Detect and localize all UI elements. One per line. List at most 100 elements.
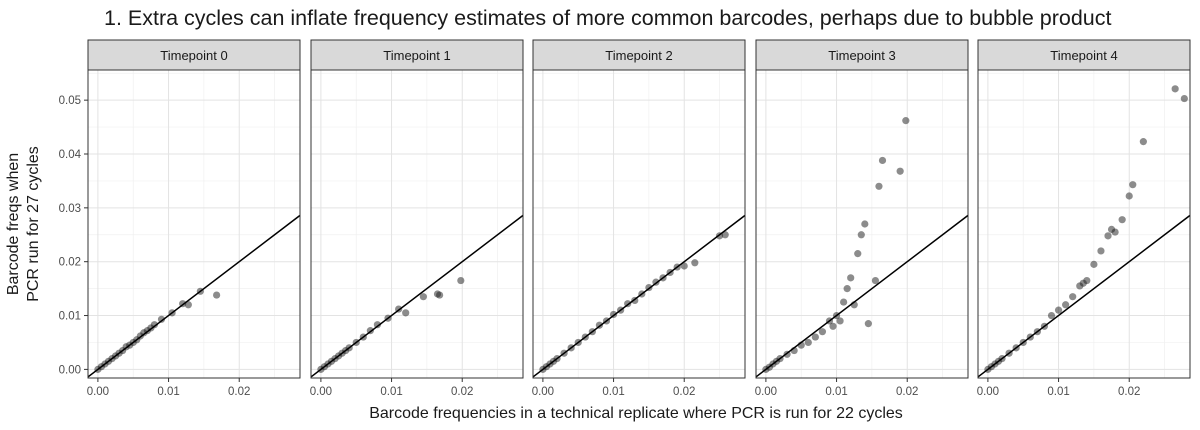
- facet-panel: Timepoint 4 0.00 0.01 0.02: [977, 39, 1191, 398]
- data-point: [1171, 85, 1179, 93]
- y-tick-label: 0.00: [59, 364, 81, 376]
- facet-strip-label: Timepoint 3: [828, 48, 895, 63]
- panel-border: [977, 69, 1191, 379]
- x-tick-label: 0.00: [87, 386, 109, 398]
- plot-background: [978, 70, 1190, 378]
- data-point: [1083, 276, 1091, 285]
- data-point: [691, 259, 699, 267]
- reference-line-group: [533, 214, 745, 378]
- data-point: [721, 231, 729, 239]
- x-tick-label: 0.02: [673, 386, 695, 398]
- data-point: [875, 182, 883, 190]
- data-point: [1118, 216, 1126, 224]
- y-axis-title-line-text: Barcode freqs when: [5, 153, 22, 295]
- facet-panel: Timepoint 2 0.00 0.01 0.02: [532, 39, 746, 398]
- facet-strip-label: Timepoint 2: [605, 48, 672, 63]
- x-tick-label: 0.01: [602, 386, 624, 398]
- reference-line: [756, 214, 968, 378]
- data-point: [843, 285, 851, 293]
- data-point: [854, 250, 862, 258]
- facet-strip: [310, 39, 524, 71]
- data-points: [984, 85, 1188, 373]
- data-point: [436, 291, 444, 299]
- plot-background: [533, 70, 745, 378]
- chart-title: 1. Extra cycles can inflate frequency es…: [104, 6, 1112, 30]
- x-tick-label: 0.02: [896, 386, 918, 398]
- data-point: [864, 320, 872, 328]
- reference-line-group: [88, 214, 300, 378]
- data-point: [402, 309, 410, 317]
- facet-strip-label: Timepoint 0: [160, 48, 227, 63]
- data-point: [157, 315, 166, 323]
- y-axis-title-line-group: PCR run for 27 cycles: [25, 146, 42, 302]
- x-tick-label: 0.00: [977, 386, 999, 398]
- y-tick-label: 0.02: [59, 257, 81, 269]
- data-points: [762, 117, 910, 373]
- data-point: [1069, 293, 1077, 301]
- data-point: [373, 321, 382, 329]
- reference-line: [311, 214, 523, 378]
- data-point: [871, 276, 880, 285]
- reference-line-group: [311, 214, 523, 378]
- y-axis-title-line-group: Barcode freqs when: [5, 153, 22, 295]
- reference-line-group: [978, 214, 1190, 378]
- x-tick-label: 0.00: [755, 386, 777, 398]
- facet-strip: [532, 39, 746, 71]
- data-point: [1111, 228, 1119, 236]
- data-point: [184, 301, 192, 309]
- facet-strip: [755, 39, 969, 71]
- x-tick-label: 0.02: [228, 386, 250, 398]
- x-tick-label: 0.02: [451, 386, 473, 398]
- x-tick-label: 0.01: [825, 386, 847, 398]
- data-point: [1047, 311, 1056, 320]
- panel-border: [310, 69, 524, 379]
- data-point: [1104, 232, 1112, 240]
- reference-line: [978, 214, 1190, 378]
- y-tick-label: 0.01: [59, 311, 81, 323]
- x-axis-title: Barcode frequencies in a technical repli…: [369, 405, 903, 422]
- facet-strip: [977, 39, 1191, 71]
- data-point: [847, 274, 855, 282]
- data-point: [1062, 301, 1070, 309]
- panel-border: [87, 69, 301, 379]
- plot-background: [311, 70, 523, 378]
- facet-panel: Timepoint 3 0.00 0.01 0.02: [755, 39, 969, 398]
- data-point: [840, 298, 848, 306]
- data-point: [1129, 181, 1137, 189]
- reference-line-group: [756, 214, 968, 378]
- data-point: [804, 338, 812, 347]
- facet-strip: [87, 39, 301, 71]
- panel-border: [532, 69, 746, 379]
- reference-line: [88, 214, 300, 378]
- data-point: [1090, 260, 1098, 268]
- data-point: [902, 117, 910, 125]
- facet-strip-label: Timepoint 1: [383, 48, 450, 63]
- facet-panel: Timepoint 1 0.00 0.01 0.02: [310, 39, 524, 398]
- data-point: [1097, 247, 1105, 255]
- data-point: [1180, 94, 1188, 103]
- data-point: [457, 276, 465, 285]
- data-point: [818, 328, 827, 336]
- data-point: [419, 293, 427, 301]
- data-point: [680, 262, 688, 270]
- data-point: [878, 156, 887, 165]
- x-tick-label: 0.02: [1118, 386, 1140, 398]
- x-tick-label: 0.00: [532, 386, 554, 398]
- data-point: [896, 167, 904, 175]
- data-point: [1125, 192, 1133, 200]
- y-axis-title-line-text: PCR run for 27 cycles: [25, 146, 42, 302]
- x-tick-label: 0.01: [380, 386, 402, 398]
- panel-border: [755, 69, 969, 379]
- data-point: [836, 317, 844, 325]
- data-point: [150, 321, 159, 329]
- data-point: [811, 333, 819, 341]
- data-point: [857, 231, 865, 239]
- x-tick-label: 0.00: [310, 386, 332, 398]
- facet-panel: Timepoint 0 0.00 0.01 0.02 0.00 0.01 0.02 0.03 0…: [59, 39, 301, 398]
- data-point: [1139, 138, 1147, 146]
- y-tick-label: 0.03: [59, 203, 81, 215]
- x-tick-label: 0.01: [1047, 386, 1069, 398]
- plot-background: [88, 70, 300, 378]
- data-point: [1054, 306, 1063, 314]
